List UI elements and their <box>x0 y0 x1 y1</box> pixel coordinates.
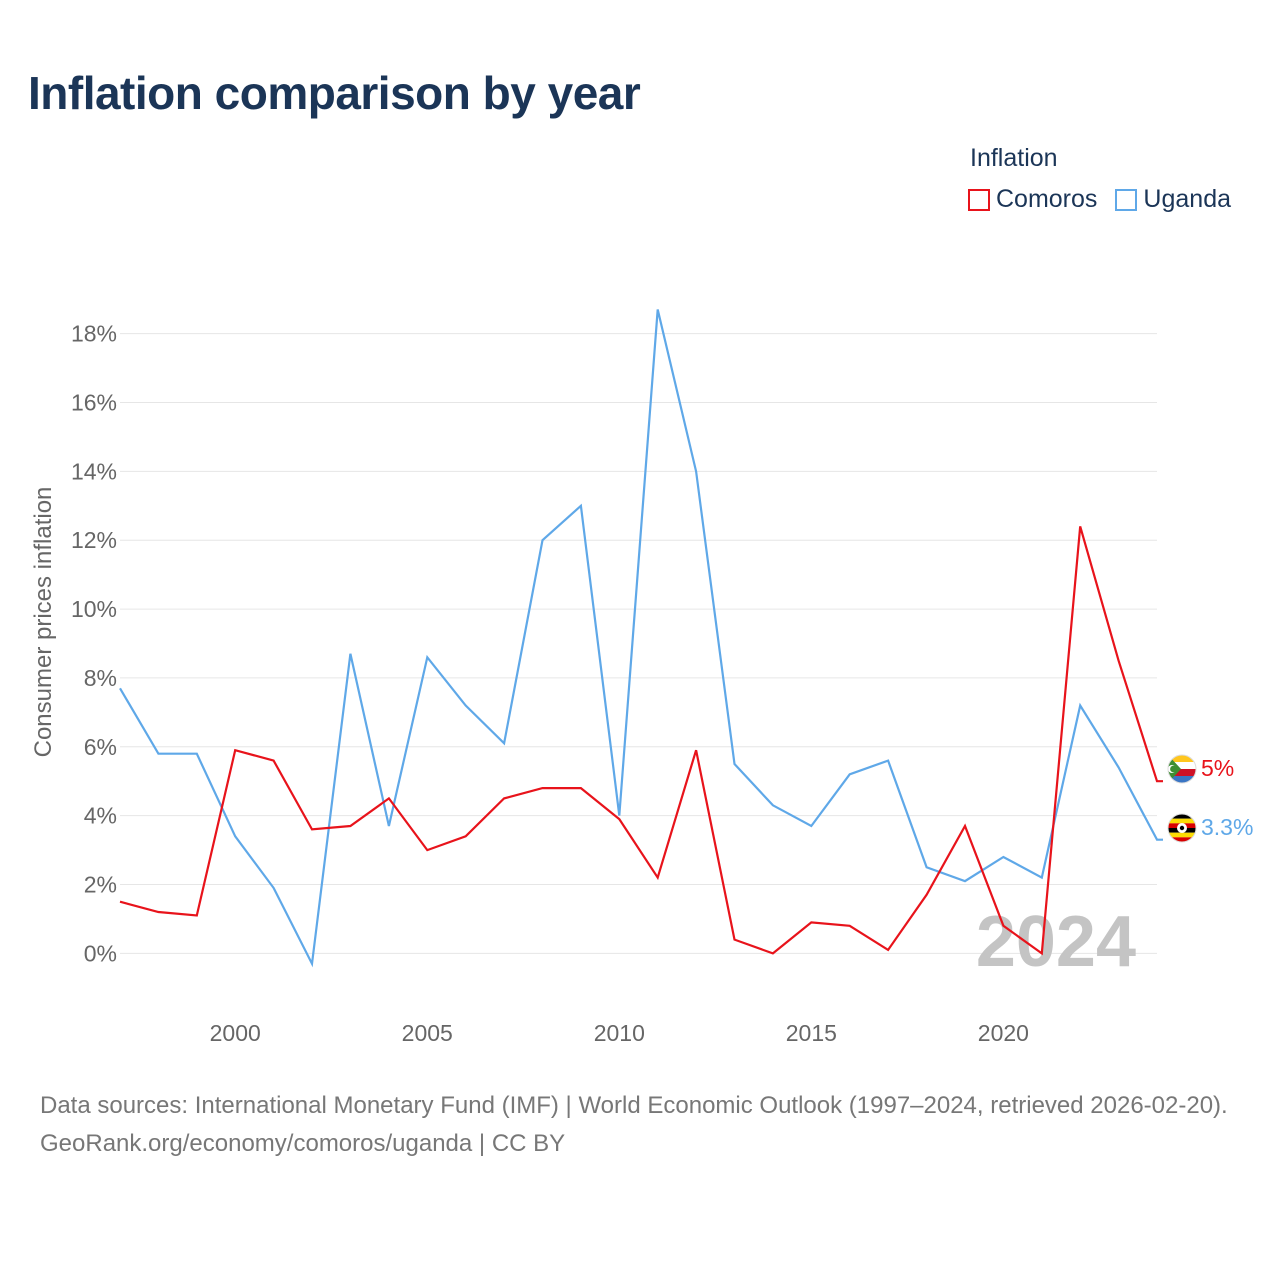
gridlines <box>120 333 1157 954</box>
y-tick-label: 16% <box>71 390 117 416</box>
y-tick-label: 4% <box>84 803 117 829</box>
y-tick-label: 18% <box>71 321 117 347</box>
end-markers: 5% 3.3% <box>1167 754 1253 843</box>
end-label-comoros: 5% <box>1201 755 1234 781</box>
end-label-uganda: 3.3% <box>1201 814 1253 840</box>
x-tick-label: 2005 <box>402 1020 453 1046</box>
y-axis-label: Consumer prices inflation <box>30 487 57 758</box>
y-axis-ticks: 0% 2% 4% 6% 8% 10% 12% 14% 16% 18% <box>71 321 117 967</box>
y-tick-label: 10% <box>71 596 117 622</box>
comoros-flag-icon <box>1167 754 1197 784</box>
legend-item-uganda[interactable]: Uganda <box>1115 185 1231 214</box>
legend-item-comoros[interactable]: Comoros <box>968 185 1097 214</box>
credit-link[interactable]: GeoRank.org/economy/comoros/uganda | CC … <box>40 1130 566 1157</box>
series-line-comoros <box>119 526 1163 956</box>
y-tick-label: 2% <box>84 872 117 898</box>
y-tick-label: 8% <box>84 665 117 691</box>
footer: Data sources: International Monetary Fun… <box>40 1087 1250 1163</box>
legend-title: Inflation <box>970 144 1058 172</box>
legend: Comoros Uganda <box>968 185 1231 214</box>
x-axis-ticks: 2000 2005 2010 2015 2020 <box>210 1020 1029 1046</box>
y-tick-label: 14% <box>71 458 117 484</box>
legend-swatch-uganda <box>1115 188 1138 211</box>
y-tick-label: 6% <box>84 734 117 760</box>
legend-label-uganda: Uganda <box>1143 185 1231 213</box>
y-tick-label: 12% <box>71 527 117 553</box>
year-watermark: 2024 <box>976 902 1136 982</box>
x-tick-label: 2020 <box>978 1020 1029 1046</box>
data-sources: Data sources: International Monetary Fun… <box>40 1092 1228 1119</box>
series-line-uganda <box>119 309 1163 968</box>
x-tick-label: 2015 <box>786 1020 837 1046</box>
series-lines <box>119 309 1163 968</box>
chart-title: Inflation comparison by year <box>28 67 641 119</box>
uganda-flag-icon <box>1167 813 1197 843</box>
y-tick-label: 0% <box>84 940 117 966</box>
x-tick-label: 2010 <box>594 1020 645 1046</box>
legend-swatch-comoros <box>968 188 990 211</box>
legend-label-comoros: Comoros <box>996 185 1098 213</box>
x-tick-label: 2000 <box>210 1020 261 1046</box>
